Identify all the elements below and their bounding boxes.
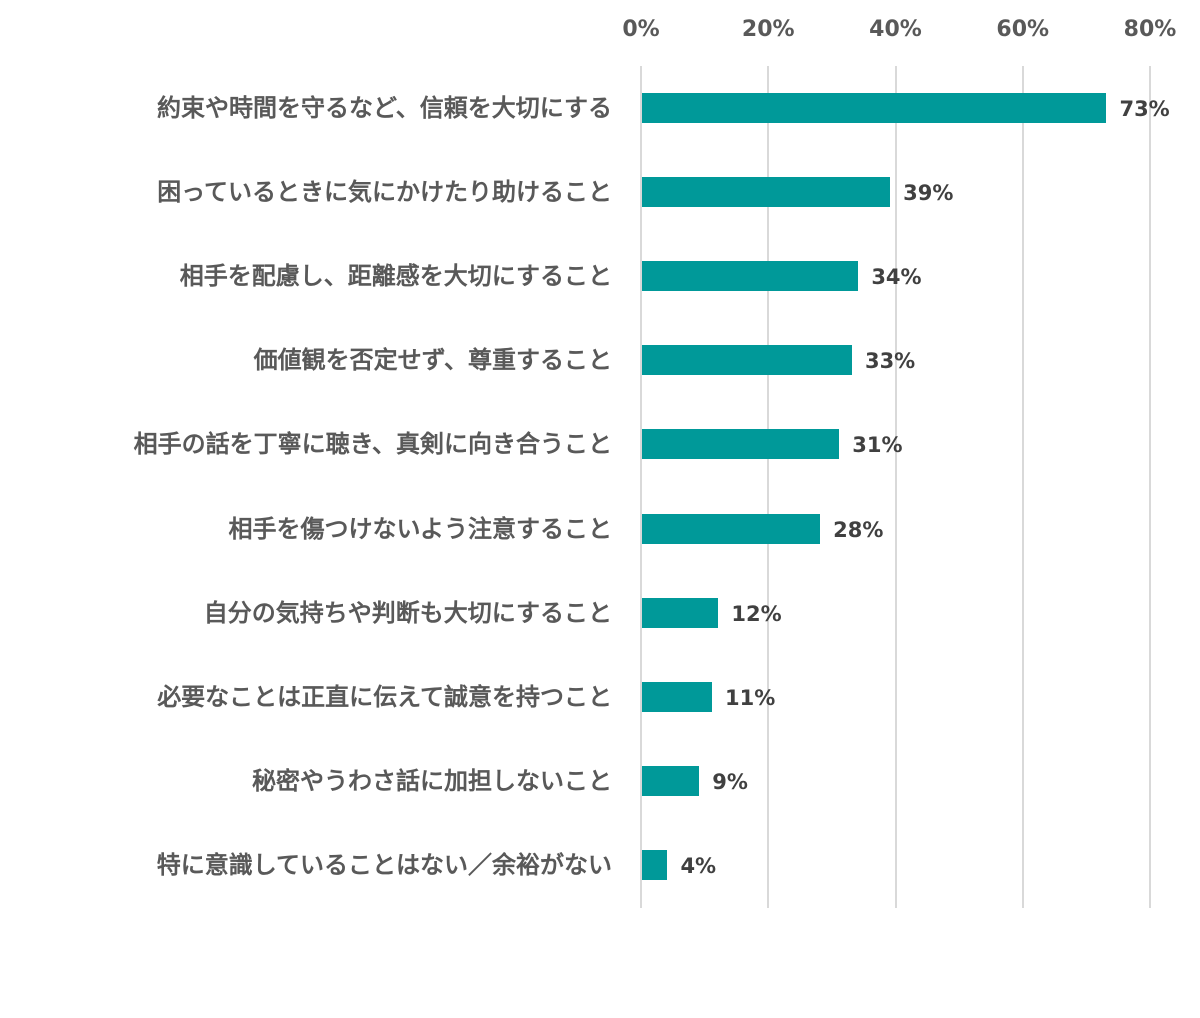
bar <box>642 681 712 712</box>
bar <box>642 93 1107 123</box>
bar <box>642 597 719 628</box>
gridline <box>1021 66 1024 908</box>
category-label: 相手を配慮し、距離感を大切にすること <box>179 262 612 291</box>
category-label: 相手を傷つけないよう注意すること <box>228 514 612 543</box>
value-label: 9% <box>712 769 748 794</box>
gridline <box>894 66 897 908</box>
category-label: 困っているときに気にかけたり助けること <box>157 178 612 207</box>
gridline <box>1149 66 1151 908</box>
bar <box>642 261 859 292</box>
bar <box>642 429 840 460</box>
x-tick-label: 20% <box>741 17 795 42</box>
bar <box>642 177 891 208</box>
x-tick-label: 60% <box>996 17 1050 42</box>
value-label: 11% <box>724 685 776 710</box>
gridline <box>767 66 770 908</box>
bar <box>642 513 821 544</box>
value-label: 39% <box>903 181 954 206</box>
category-label: 相手の話を丁寧に聴き、真剣に向き合うこと <box>133 430 612 459</box>
bar <box>642 765 700 796</box>
category-label: 約束や時間を守るなど、信頼を大切にする <box>156 94 612 122</box>
category-label: 必要なことは正直に伝えて誠意を持つこと <box>157 682 612 711</box>
category-label: 秘密やうわさ話に加担しないこと <box>252 766 612 795</box>
bar <box>642 849 668 880</box>
value-label: 73% <box>1119 97 1170 121</box>
value-label: 34% <box>871 265 922 290</box>
value-label: 31% <box>852 433 903 458</box>
category-label: 自分の気持ちや判断も大切にすること <box>203 598 612 627</box>
value-label: 33% <box>864 349 916 374</box>
value-label: 4% <box>680 853 717 878</box>
x-tick-label: 40% <box>869 17 922 42</box>
category-label: 価値観を否定せず、尊重すること <box>253 346 612 375</box>
x-tick-label: 80% <box>1123 17 1177 42</box>
value-label: 28% <box>833 517 884 542</box>
category-label: 特に意識していることはない／余裕がない <box>156 850 612 879</box>
value-label: 12% <box>731 601 782 626</box>
bar <box>642 345 852 376</box>
x-tick-label: 0% <box>622 17 660 42</box>
gridline <box>640 66 642 908</box>
